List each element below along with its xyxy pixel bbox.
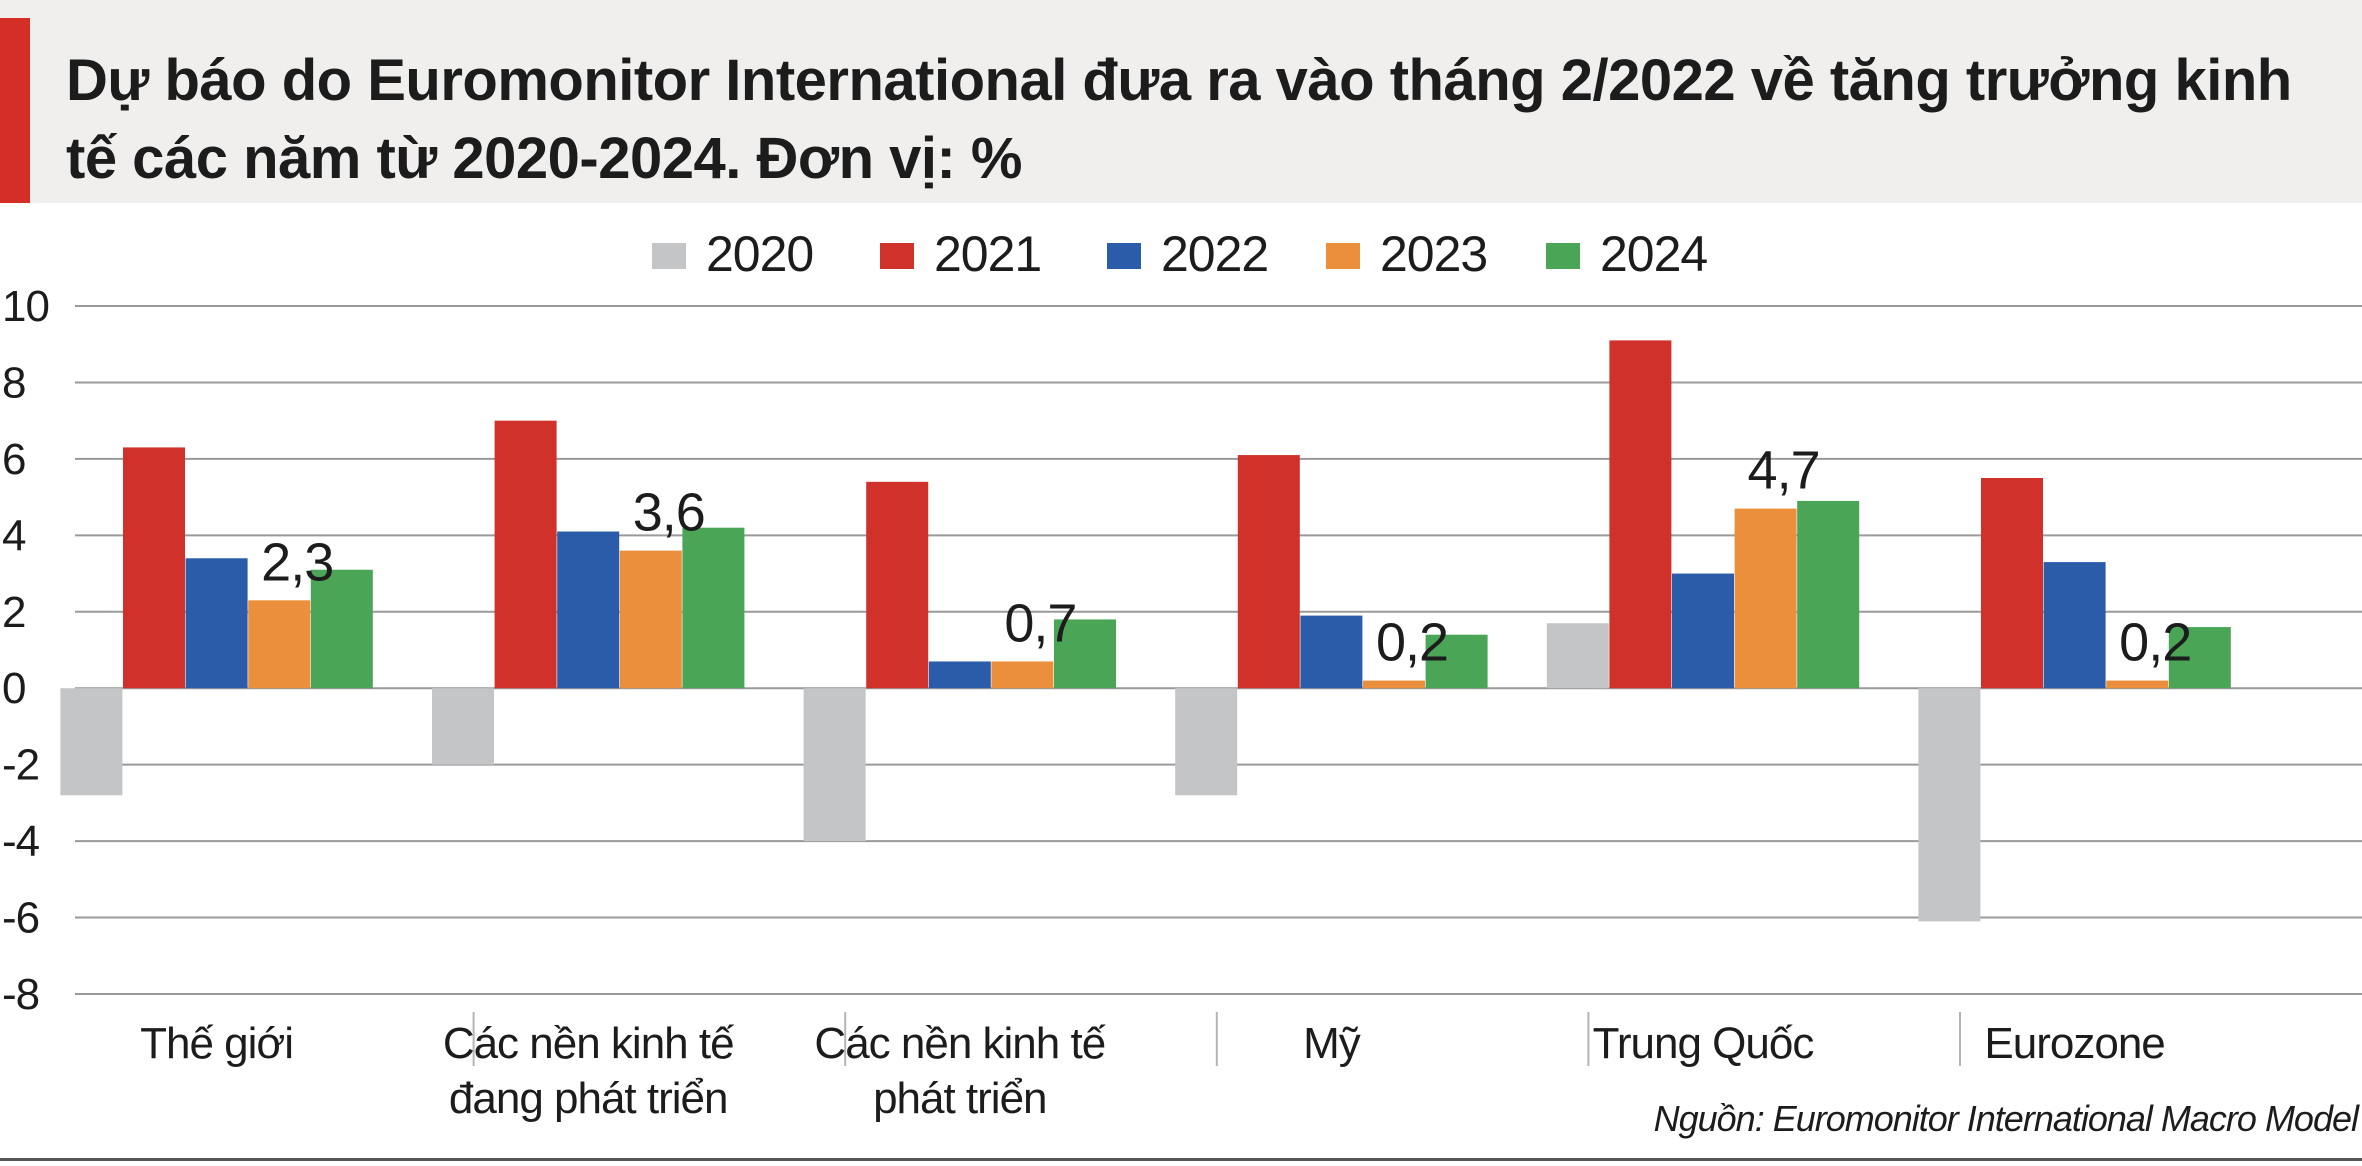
- legend-label-2020: 2020: [706, 226, 813, 282]
- bar-2024-2: [1054, 619, 1116, 689]
- bar-2021-3: [1237, 455, 1300, 689]
- data-label: 0,2: [1376, 613, 1448, 673]
- category-label: Các nền kinh tế: [814, 1019, 1105, 1068]
- chart-title: Dự báo do Euromonitor International đưa …: [66, 48, 2292, 191]
- y-tick-label: 2: [2, 588, 25, 637]
- bar-2023-3: [1363, 680, 1425, 689]
- y-tick-label: -8: [2, 970, 39, 1019]
- y-tick-label: -4: [2, 817, 40, 866]
- category-label: Trung Quốc: [1593, 1019, 1814, 1068]
- legend-swatch-2024: [1546, 243, 1580, 269]
- bar-2023-4: [1734, 508, 1797, 689]
- bar-2023-1: [619, 550, 682, 689]
- bar-2021-1: [494, 420, 557, 689]
- bar-2022-5: [2043, 562, 2106, 689]
- bar-2020-3: [1175, 688, 1238, 796]
- legend-label-2023: 2023: [1380, 226, 1487, 282]
- category-label: Mỹ: [1303, 1019, 1361, 1068]
- bar-2022-1: [557, 531, 620, 689]
- legend-swatch-2021: [880, 243, 914, 269]
- bar-2023-2: [991, 661, 1054, 689]
- bar-2020-0: [60, 688, 123, 796]
- bar-2024-1: [682, 527, 745, 689]
- category-label: phát triển: [873, 1074, 1046, 1123]
- bar-2023-5: [2106, 680, 2169, 689]
- bar-2022-2: [928, 661, 991, 689]
- bar-2020-5: [1918, 688, 1981, 922]
- y-tick-label: -6: [2, 894, 39, 943]
- category-label: Thế giới: [140, 1019, 293, 1068]
- bar-2024-0: [310, 569, 373, 689]
- bar-2021-4: [1609, 340, 1672, 689]
- bar-2023-0: [248, 600, 311, 689]
- bar-2020-2: [803, 688, 866, 842]
- legend-label-2024: 2024: [1600, 226, 1707, 282]
- legend-swatch-2023: [1326, 243, 1360, 269]
- bar-2021-0: [123, 447, 185, 689]
- bar-2024-4: [1797, 500, 1860, 689]
- source-note: Nguồn: Euromonitor International Macro M…: [1653, 1098, 2359, 1139]
- data-label: 4,7: [1748, 441, 1820, 501]
- legend-swatch-2022: [1107, 243, 1141, 269]
- y-tick-label: 4: [2, 511, 26, 560]
- bar-2021-5: [1981, 478, 2043, 689]
- y-tick-label: 8: [2, 358, 25, 407]
- accent-bar: [0, 18, 30, 203]
- bar-2020-4: [1546, 623, 1609, 689]
- bar-2022-4: [1672, 573, 1734, 689]
- chart-header: Dự báo do Euromonitor International đưa …: [0, 0, 2362, 203]
- bar-2022-0: [185, 558, 248, 689]
- legend-swatch-2020: [652, 243, 686, 269]
- bar-2024-5: [2168, 627, 2231, 689]
- category-label: đang phát triển: [449, 1074, 728, 1123]
- bar-chart: 10 8 6 4 2 0 -2 -4 -6 -8 2,3 3,6 0,7 0,2 4,7 0,2 Thế giớ…: [2, 226, 2362, 1123]
- bar-2021-2: [866, 481, 929, 689]
- legend-label-2021: 2021: [934, 226, 1041, 282]
- data-label: 0,2: [2119, 613, 2191, 673]
- y-tick-label: 0: [2, 664, 25, 713]
- data-label: 0,7: [1004, 593, 1076, 653]
- bar-2020-1: [432, 688, 494, 765]
- y-tick-label: 6: [2, 435, 25, 484]
- y-tick-label: 10: [2, 282, 49, 331]
- data-label: 3,6: [633, 483, 705, 543]
- bottom-rule: [0, 1158, 2362, 1161]
- bar-2024-3: [1425, 634, 1488, 689]
- category-label: Eurozone: [1984, 1019, 2164, 1068]
- category-label: Các nền kinh tế: [443, 1019, 734, 1068]
- bar-2022-3: [1300, 615, 1363, 689]
- legend-label-2022: 2022: [1161, 226, 1268, 282]
- y-tick-label: -2: [2, 741, 39, 790]
- data-label: 2,3: [261, 532, 333, 592]
